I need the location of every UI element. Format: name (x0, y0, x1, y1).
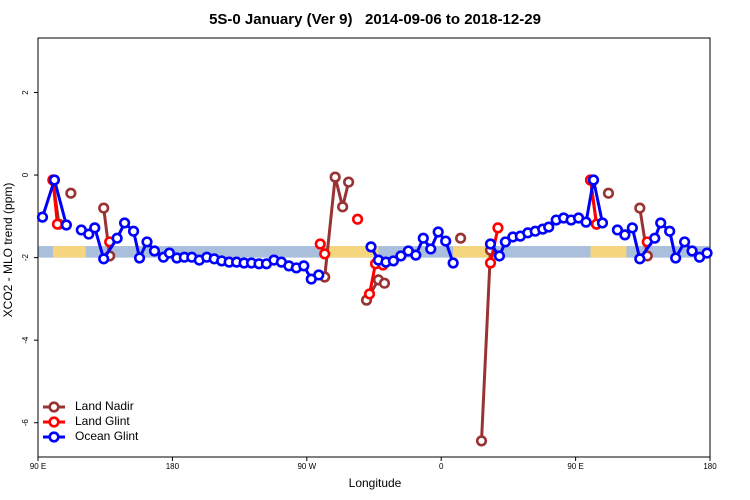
point (48, 174, 61, 186)
legend-label: Ocean Glint (75, 429, 139, 443)
point (432, 226, 444, 238)
point (351, 213, 364, 225)
point (484, 238, 497, 250)
legend-label: Land Nadir (75, 399, 134, 413)
point (655, 217, 667, 229)
legend-marker (48, 401, 60, 413)
x-tick-label: 90 E (30, 462, 46, 471)
point (493, 250, 506, 262)
point (440, 235, 452, 247)
point (363, 288, 376, 300)
point (417, 232, 429, 244)
point (580, 216, 592, 228)
point (127, 225, 140, 237)
point (98, 202, 110, 214)
land-span (590, 246, 627, 258)
y-tick-label: 0 (21, 172, 30, 177)
point (395, 250, 407, 262)
x-tick-label: 180 (703, 462, 717, 471)
plot-frame (37, 37, 711, 458)
point (98, 253, 110, 265)
point (664, 225, 676, 237)
point (141, 236, 153, 248)
x-axis-label: Longitude (349, 476, 402, 490)
point (36, 211, 49, 223)
x-tick-label: 90 E (567, 462, 583, 471)
point (51, 218, 64, 230)
point (670, 252, 682, 264)
series-line (53, 180, 647, 294)
point (484, 257, 497, 269)
point (365, 241, 377, 253)
point (686, 245, 698, 257)
point (329, 171, 341, 183)
legend-label: Land Glint (75, 414, 130, 428)
point (679, 236, 691, 248)
point (319, 248, 331, 260)
point (596, 217, 609, 229)
land-span (52, 246, 86, 258)
point (475, 435, 488, 447)
y-axis-label: XCO2 - MLO trend (ppm) (1, 183, 15, 318)
point (543, 221, 555, 233)
y-tick-label: -6 (21, 419, 30, 427)
point (626, 222, 638, 234)
point (455, 232, 467, 244)
x-tick-label: 90 W (297, 462, 316, 471)
legend-marker (48, 416, 60, 428)
point (634, 202, 646, 214)
point (89, 222, 101, 234)
point (163, 247, 176, 259)
y-tick-label: -4 (21, 336, 30, 344)
y-tick-label: -2 (21, 254, 30, 262)
legend-marker (48, 431, 60, 443)
point (602, 187, 615, 199)
point (701, 247, 713, 259)
point (587, 174, 600, 186)
point (133, 252, 146, 264)
point (387, 255, 400, 267)
point (337, 201, 349, 213)
point (119, 217, 131, 229)
point (649, 232, 661, 244)
land-span (453, 246, 489, 258)
x-tick-label: 180 (166, 462, 180, 471)
point (447, 257, 459, 269)
point (298, 260, 310, 272)
point (410, 249, 422, 261)
point (65, 187, 77, 199)
point (611, 224, 624, 236)
point (378, 277, 391, 289)
point (619, 229, 631, 241)
point (343, 176, 355, 188)
point (111, 232, 123, 244)
point (492, 222, 504, 234)
point (425, 243, 437, 255)
x-tick-label: 0 (439, 462, 444, 471)
point (314, 238, 326, 250)
point (313, 269, 325, 281)
point (60, 219, 72, 231)
land-span (326, 246, 379, 258)
y-tick-label: 2 (21, 90, 30, 95)
point (148, 245, 161, 257)
chart-title: 5S-0 January (Ver 9) 2014-09-06 to 2018-… (209, 11, 541, 28)
point (499, 236, 512, 248)
point (634, 253, 646, 265)
